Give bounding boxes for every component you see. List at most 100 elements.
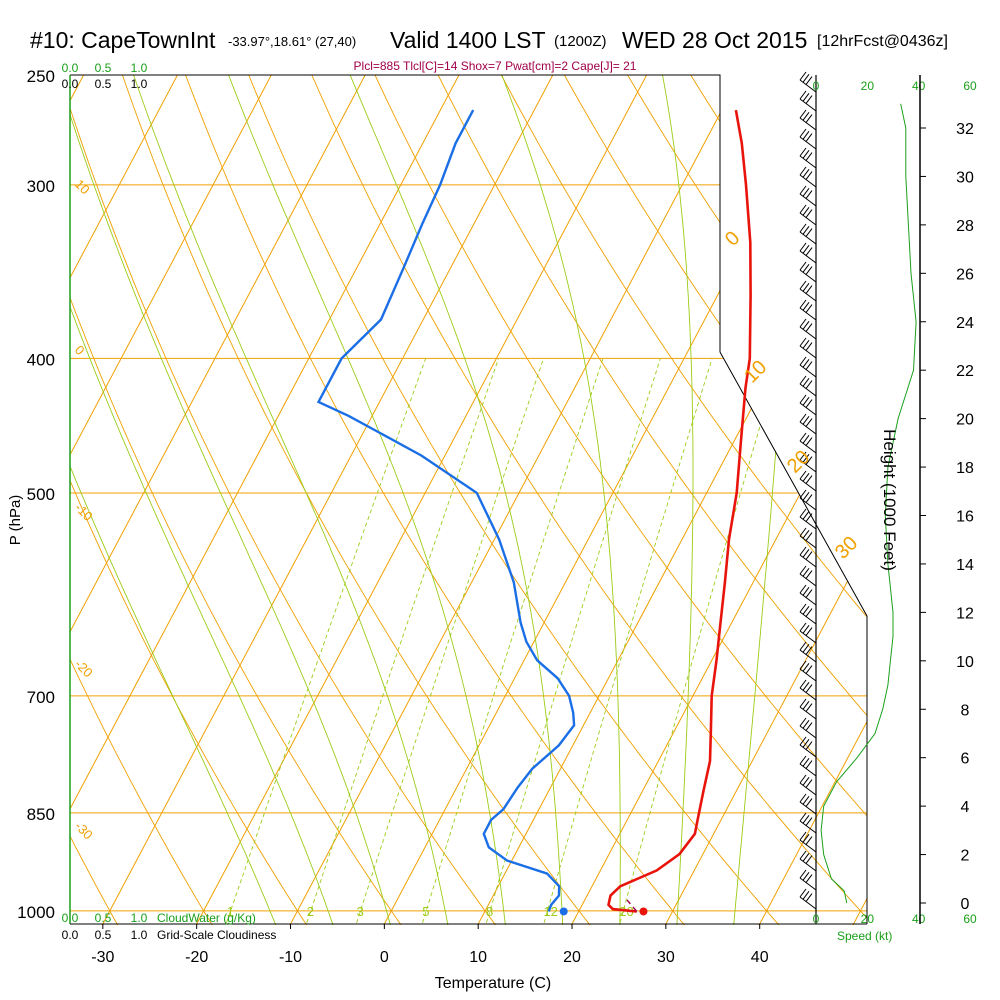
wind-barb-flag bbox=[802, 396, 810, 406]
cloudiness-bottom-tick-1: 0.5 bbox=[95, 928, 112, 942]
wind-barb bbox=[799, 204, 817, 226]
temp-tick-30: 30 bbox=[657, 949, 675, 966]
mixing-ratio-2 bbox=[306, 358, 500, 923]
wind-barb-flag bbox=[799, 489, 807, 499]
wind-barb-flag bbox=[805, 513, 813, 522]
dry-adiabat--30 bbox=[70, 835, 119, 925]
wind-barb-flag bbox=[802, 339, 810, 349]
height-tick-22: 22 bbox=[956, 363, 974, 380]
wind-barb-flag bbox=[805, 342, 813, 351]
wind-barb-flag bbox=[799, 736, 807, 746]
wind-barb bbox=[799, 641, 817, 663]
moist-adiabat-2 bbox=[70, 113, 391, 925]
wind-barb-flag bbox=[799, 90, 807, 100]
wind-barb-flag bbox=[805, 475, 813, 484]
wind-barb bbox=[799, 109, 817, 131]
height-tick-26: 26 bbox=[956, 266, 974, 283]
wind-barb-flag bbox=[802, 795, 810, 805]
wind-barb-flag bbox=[799, 356, 807, 366]
dry-adiabat-40 bbox=[248, 75, 780, 925]
isotherm--30 bbox=[101, 75, 554, 925]
temp-tick--20: -20 bbox=[185, 949, 208, 966]
cloud-water-bottom-tick-0: 0.0 bbox=[62, 911, 79, 925]
wind-barb bbox=[799, 128, 817, 150]
wind-barb-flag bbox=[802, 719, 810, 729]
height-tick-14: 14 bbox=[956, 557, 974, 574]
wind-barb-flag bbox=[805, 399, 813, 408]
wind-barb-flag bbox=[802, 207, 810, 216]
wind-barb-flag bbox=[805, 874, 813, 883]
moist-adiabat-20 bbox=[349, 75, 564, 925]
wind-barb bbox=[799, 166, 817, 188]
wind-barb-flag bbox=[805, 437, 813, 446]
dry-adiabat--20 bbox=[70, 658, 213, 925]
height-tick-6: 6 bbox=[961, 751, 970, 768]
wind-barb bbox=[799, 223, 817, 245]
wind-barb-flag bbox=[802, 605, 810, 615]
dry-adiabat-0 bbox=[70, 296, 402, 925]
height-tick-2: 2 bbox=[961, 848, 970, 865]
wind-barb-flag bbox=[805, 323, 813, 332]
dry-adiabat--10 bbox=[70, 479, 308, 925]
isotherm-30 bbox=[664, 543, 867, 925]
speed-top-tick-0: 0 bbox=[813, 79, 820, 93]
wind-barb-flag bbox=[799, 223, 807, 233]
parcel-path bbox=[626, 899, 638, 912]
dry-adiabat-80 bbox=[500, 75, 867, 618]
wind-barb-flag bbox=[805, 209, 813, 218]
wind-barb-flag bbox=[802, 624, 810, 634]
wind-barb bbox=[799, 413, 817, 435]
wind-barb-flag bbox=[802, 245, 810, 254]
cloudiness-bottom-tick-2: 1.0 bbox=[131, 928, 148, 942]
wind-barb bbox=[799, 698, 817, 720]
wind-barb-flag bbox=[805, 266, 813, 275]
wind-barb bbox=[799, 831, 817, 853]
height-axis-title: Height (1000 Feet) bbox=[880, 429, 899, 571]
speed-bottom-tick-0: 0 bbox=[813, 912, 820, 926]
wind-barb-flag bbox=[802, 491, 810, 501]
wind-barb-flag bbox=[802, 472, 810, 482]
wind-barb-flag bbox=[802, 567, 810, 577]
wind-barb bbox=[799, 261, 817, 283]
temp-tick-20: 20 bbox=[563, 949, 581, 966]
wind-barb-flag bbox=[799, 717, 807, 727]
wind-barb-flag bbox=[799, 318, 807, 328]
isotherm--40 bbox=[70, 75, 460, 810]
wind-barb-flag bbox=[802, 738, 810, 748]
wind-barb bbox=[799, 299, 817, 321]
dewpoint-profile bbox=[316, 109, 576, 912]
wind-barb-flag bbox=[799, 166, 807, 176]
wind-barb bbox=[799, 603, 817, 625]
wind-barb bbox=[799, 318, 817, 340]
pressure-tick-250: 250 bbox=[27, 67, 55, 86]
wind-barb-flag bbox=[805, 361, 813, 370]
wind-barb-flag bbox=[799, 508, 807, 518]
mixing-ratio-5 bbox=[422, 358, 604, 923]
wind-barb-flag bbox=[799, 869, 807, 879]
wind-barb-flag bbox=[805, 817, 813, 826]
wind-barb-flag bbox=[805, 741, 813, 750]
wind-barb-flag bbox=[802, 434, 810, 444]
speed-bottom-tick-20: 20 bbox=[861, 912, 875, 926]
wind-barb-flag bbox=[799, 565, 807, 575]
forecast-info: [12hrFcst@0436z] bbox=[817, 33, 948, 50]
wind-barb bbox=[799, 774, 817, 796]
utc-time: (1200Z) bbox=[554, 33, 607, 50]
temp-tick--10: -10 bbox=[279, 949, 302, 966]
wind-barb-flag bbox=[805, 285, 813, 294]
wind-barb-flag bbox=[805, 779, 813, 788]
wind-barb-flag bbox=[805, 228, 813, 237]
wind-layer: 0020204040606002468101214161820222426283… bbox=[799, 71, 977, 926]
wind-barb bbox=[799, 527, 817, 549]
wind-barb bbox=[799, 755, 817, 777]
wind-barb bbox=[799, 375, 817, 397]
isotherm-10 bbox=[477, 189, 867, 925]
dry-adiabat-20 bbox=[121, 75, 591, 925]
wind-barb bbox=[799, 546, 817, 568]
wind-barb-flag bbox=[802, 757, 810, 767]
wind-barb-flag bbox=[799, 470, 807, 480]
wind-barb bbox=[799, 584, 817, 606]
wind-barb-flag bbox=[805, 95, 813, 104]
dry-adiabat-10 bbox=[70, 106, 497, 925]
isotherm-label--10: -10 bbox=[72, 500, 96, 524]
